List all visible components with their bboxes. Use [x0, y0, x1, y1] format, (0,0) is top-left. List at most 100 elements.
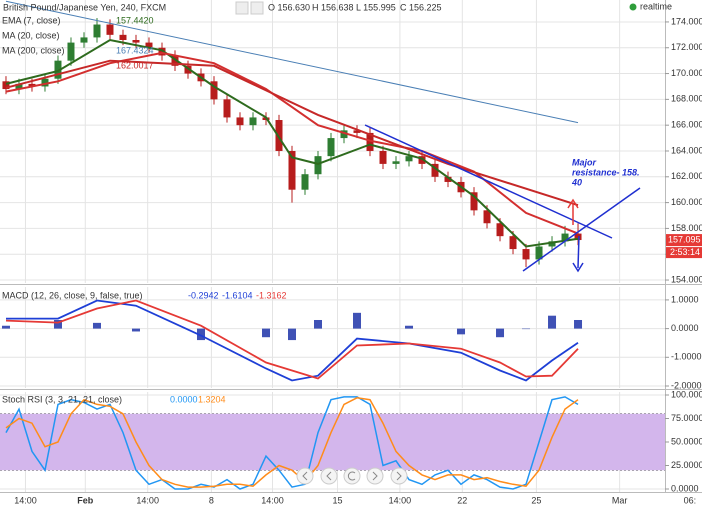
- histogram-bar: [496, 328, 505, 338]
- candle-body: [28, 83, 36, 87]
- macd-line: [6, 299, 579, 382]
- candle-body: [535, 246, 543, 260]
- candle-body: [236, 117, 244, 126]
- x-tick-label: 8: [209, 495, 214, 505]
- stoch-readout: 1.3204: [198, 394, 226, 404]
- scroll-right-fast[interactable]: [390, 467, 408, 485]
- histogram-bar: [196, 328, 205, 341]
- close-icon[interactable]: [250, 1, 264, 15]
- settings-icon[interactable]: [235, 1, 249, 15]
- annotation: resistance- 158.: [572, 167, 640, 177]
- candle-body: [2, 81, 10, 90]
- y-tick-label: 162.000: [671, 171, 702, 181]
- y-tick-label: 75.0000: [671, 413, 702, 423]
- candle-body: [145, 42, 153, 48]
- candle-body: [249, 117, 257, 126]
- histogram-bar: [1, 325, 10, 329]
- candle-body: [353, 130, 361, 133]
- candle-body: [509, 236, 517, 250]
- candle-body: [561, 233, 569, 242]
- stoch-line: [5, 397, 579, 488]
- scroll-right[interactable]: [366, 467, 384, 485]
- indicator-line: [5, 59, 579, 207]
- ohlc-low: L 155.995: [356, 2, 396, 12]
- scroll-left-fast[interactable]: [296, 467, 314, 485]
- candle-body: [80, 37, 88, 43]
- stoch-title: Stoch RSI (3, 3, 21, 21, close): [2, 394, 122, 404]
- candle-body: [223, 99, 231, 118]
- legend-value: 167.4324: [116, 45, 154, 55]
- y-tick-label: -1.0000: [671, 352, 702, 362]
- y-tick-label: 25.0000: [671, 460, 702, 470]
- legend-value: 162.0017: [116, 60, 154, 70]
- candle-body: [340, 130, 348, 139]
- arrow-head: [567, 198, 579, 209]
- y-tick-label: 100.0000: [671, 389, 702, 399]
- histogram-bar: [405, 325, 414, 329]
- histogram-bar: [457, 328, 466, 335]
- annotation: Major: [572, 157, 597, 167]
- candle-body: [470, 192, 478, 211]
- x-tick-label: 14:00: [261, 495, 284, 505]
- trend-line: [364, 124, 613, 239]
- x-tick-label: 14:00: [389, 495, 412, 505]
- y-tick-label: 0.0000: [671, 483, 699, 493]
- legend-label: EMA (7, close): [2, 15, 61, 25]
- navigation: [296, 467, 408, 485]
- histogram-bar: [548, 315, 557, 329]
- candle-body: [54, 60, 62, 79]
- candle-body: [15, 83, 23, 90]
- candle-body: [171, 55, 179, 66]
- indicator-line: [5, 0, 579, 124]
- histogram-bar: [574, 319, 583, 329]
- y-tick-label: 168.000: [671, 94, 702, 104]
- candle-body: [67, 42, 75, 61]
- candle-body: [522, 249, 530, 260]
- candle-body: [405, 156, 413, 162]
- y-tick-label: -2.0000: [671, 380, 702, 390]
- candle-body: [574, 233, 582, 241]
- ohlc-close: C 156.225: [400, 2, 442, 12]
- last-price-label: 157.095: [668, 234, 701, 244]
- y-tick-label: 166.000: [671, 120, 702, 130]
- legend-value: 157.4420: [116, 15, 154, 25]
- candle-body: [314, 156, 322, 175]
- timer-tag: [666, 247, 702, 259]
- histogram-bar: [522, 328, 531, 330]
- candle-body: [301, 174, 309, 190]
- candle-body: [132, 40, 140, 43]
- y-tick-label: 164.000: [671, 145, 702, 155]
- stoch-readout: 0.0000: [170, 394, 198, 404]
- scroll-left[interactable]: [320, 467, 338, 485]
- marks-layer: [1, 0, 583, 490]
- candle-body: [41, 78, 49, 87]
- histogram-bar: [92, 322, 101, 329]
- chart-title: British Pound/Japanese Yen, 240, FXCM: [3, 2, 166, 12]
- annotation: 40: [571, 177, 582, 187]
- candle-body: [483, 210, 491, 224]
- candle-body: [379, 150, 387, 164]
- x-tick-label: 15: [332, 495, 342, 505]
- candle-body: [93, 24, 101, 38]
- candle-body: [210, 81, 218, 100]
- histogram-bar: [262, 328, 270, 338]
- reset[interactable]: [343, 467, 361, 485]
- candle-body: [496, 223, 504, 237]
- candle-body: [275, 120, 283, 151]
- last-price-tag: [666, 234, 702, 247]
- y-tick-label: 170.000: [671, 68, 702, 78]
- y-tick-label: 50.0000: [671, 436, 702, 446]
- y-tick-label: 174.000: [671, 16, 702, 26]
- candle-body: [288, 150, 296, 190]
- candle-body: [327, 138, 335, 157]
- x-tick-label: 25: [531, 495, 541, 505]
- status: realtime: [640, 1, 672, 11]
- candle-body: [184, 65, 192, 74]
- x-tick-label: 14:00: [136, 495, 159, 505]
- ohlc-high: H 156.638: [312, 2, 354, 12]
- candle-body: [392, 161, 400, 164]
- histogram-bar: [131, 328, 140, 332]
- histogram-bar: [314, 319, 323, 329]
- candle-body: [548, 241, 556, 247]
